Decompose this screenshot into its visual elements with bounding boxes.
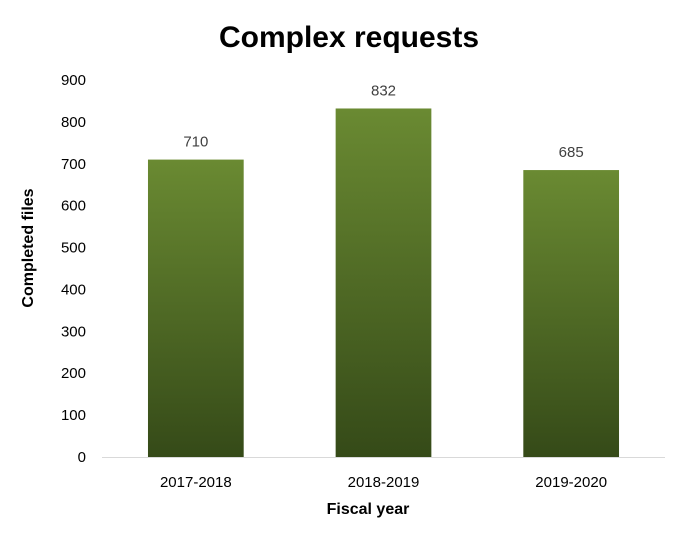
bar-series: [147, 108, 620, 458]
y-axis: 0 100 200 300 400 500 600 700 800 900: [61, 72, 86, 466]
y-tick-label: 200: [61, 365, 86, 382]
y-tick-label: 800: [61, 114, 86, 131]
y-tick-label: 700: [61, 156, 86, 173]
x-tick-label: 2019-2020: [535, 474, 607, 491]
data-labels: 710 832 685: [183, 82, 583, 161]
bar-2018-2019: [335, 108, 432, 458]
y-tick-label: 500: [61, 240, 86, 257]
y-tick-label: 900: [61, 72, 86, 89]
chart-title: Complex requests: [219, 21, 479, 54]
bar-2017-2018: [147, 159, 244, 458]
y-tick-label: 300: [61, 323, 86, 340]
data-label: 685: [559, 144, 584, 161]
x-axis-title: Fiscal year: [327, 501, 410, 518]
x-axis: 2017-2018 2018-2019 2019-2020: [160, 474, 607, 491]
data-label: 832: [371, 82, 396, 99]
y-tick-label: 0: [78, 449, 86, 466]
y-axis-title: Completed files: [20, 188, 37, 307]
data-label: 710: [183, 134, 208, 151]
x-tick-label: 2017-2018: [160, 474, 232, 491]
bar-2019-2020: [523, 170, 620, 458]
y-tick-label: 600: [61, 198, 86, 215]
y-tick-label: 400: [61, 281, 86, 298]
y-tick-label: 100: [61, 407, 86, 424]
x-tick-label: 2018-2019: [348, 474, 420, 491]
